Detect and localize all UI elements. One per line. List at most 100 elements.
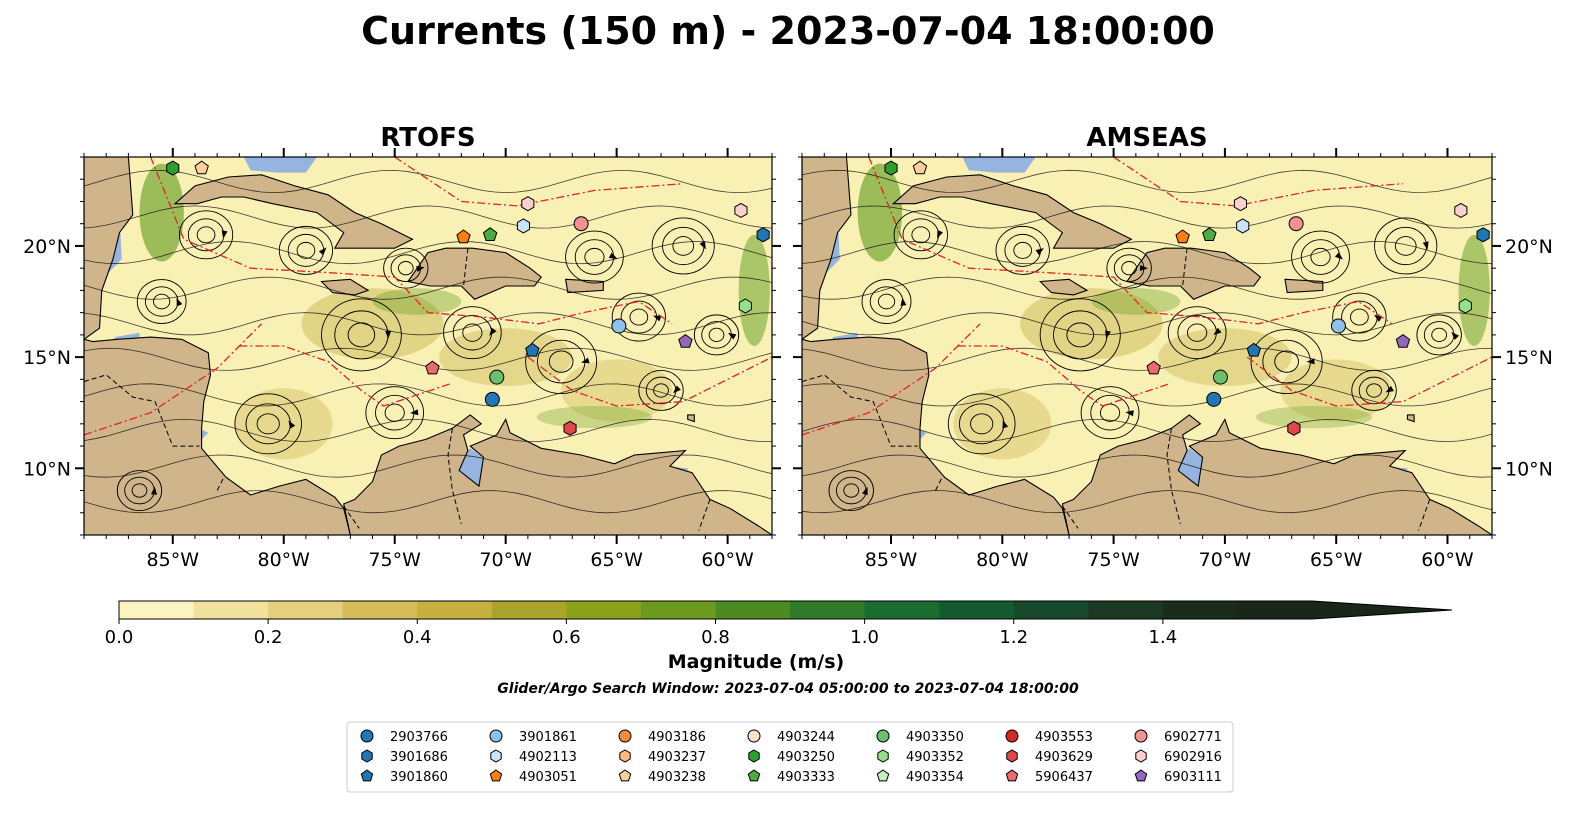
float-marker <box>678 333 693 348</box>
hispaniola-land <box>407 247 542 300</box>
float-marker <box>1454 202 1468 218</box>
legend-marker <box>748 749 760 763</box>
streamline-arrow <box>1139 264 1149 271</box>
eez-boundary <box>868 157 1393 325</box>
legend-entry: 4903350 <box>876 729 964 745</box>
streamline <box>296 241 316 259</box>
streamline <box>843 483 860 498</box>
legend-entry: 4903354 <box>876 769 964 785</box>
cuba-land <box>891 174 1133 249</box>
streamline-arrow <box>410 409 419 416</box>
country-border <box>1182 248 1188 287</box>
legend-label: 4903237 <box>648 750 706 765</box>
country-border <box>1166 428 1181 525</box>
legend-label: 6902771 <box>1164 730 1222 745</box>
y-tick-label: 10°N <box>23 458 71 480</box>
axes-amseas: 85°W 80°W 75°W 70°W 65°W 60°W 20°N 15°N 10°N <box>793 148 1553 571</box>
streamline <box>1350 308 1369 326</box>
float-marker <box>525 342 540 357</box>
streamline <box>548 350 574 373</box>
streamline <box>1274 350 1299 373</box>
magnitude-region <box>536 406 653 429</box>
streamline <box>116 470 163 511</box>
float-marker <box>194 160 209 175</box>
eez-boundary <box>1246 356 1492 407</box>
streamline <box>462 323 483 342</box>
streamline-arrow <box>1422 241 1429 250</box>
streamline-arrow <box>699 241 706 250</box>
float-marker <box>1212 369 1228 385</box>
colorbar-tick-label: 0.8 <box>701 627 730 648</box>
float-marker <box>734 202 748 218</box>
legend-marker <box>360 769 374 782</box>
jamaica-land <box>320 278 370 296</box>
streamline <box>1080 386 1140 440</box>
streamline <box>256 413 280 435</box>
legend-entry: 4903333 <box>747 769 835 785</box>
legend-entry: 4903250 <box>748 749 835 765</box>
float-marker <box>516 218 530 234</box>
x-tick-label: 85°W <box>865 549 918 571</box>
legend-entry: 4903237 <box>619 749 706 765</box>
float-marker <box>484 391 500 407</box>
streamline <box>802 347 1492 371</box>
x-tick-label: 65°W <box>1310 549 1363 571</box>
colorbar-tick-label: 0.4 <box>403 627 432 648</box>
colorbar-segment <box>119 601 195 619</box>
legend-marker <box>1005 729 1019 743</box>
streamline <box>1291 230 1350 284</box>
streamline <box>1374 217 1438 275</box>
country-border <box>1418 499 1431 531</box>
streamline <box>611 292 666 342</box>
streamline <box>1013 241 1033 259</box>
eez-boundary <box>1113 157 1404 207</box>
float-marker <box>1236 218 1250 234</box>
jamaica-land <box>1038 278 1089 296</box>
legend-marker <box>747 769 761 782</box>
legend-marker <box>877 749 889 763</box>
legend-entry: 6902916 <box>1135 749 1222 765</box>
legend-label: 3901861 <box>519 730 577 745</box>
legend-label: 6903111 <box>1164 770 1222 785</box>
x-tick-label: 60°W <box>1421 549 1474 571</box>
colorbar-segment <box>342 601 418 619</box>
colorbar-segment <box>790 601 866 619</box>
legend-marker <box>1134 729 1148 743</box>
streamline <box>178 210 234 260</box>
legend-label: 4903186 <box>648 730 706 745</box>
streamline <box>861 279 912 324</box>
float-marker <box>1476 227 1490 243</box>
streamline <box>525 329 598 395</box>
legend-entry: 4903238 <box>618 769 706 785</box>
streamline <box>995 225 1050 275</box>
legend-entry: 4903553 <box>1005 729 1093 745</box>
legend-label: 4903352 <box>906 750 964 765</box>
float-marker <box>1330 318 1346 334</box>
streamline-arrow <box>1035 248 1044 256</box>
legend-entry: 3901861 <box>489 729 577 745</box>
streamline-arrow <box>416 265 425 272</box>
float-marker <box>1206 391 1222 407</box>
streamline <box>877 293 896 310</box>
streamline-arrow <box>385 330 392 339</box>
legend-entry: 3901860 <box>360 769 448 785</box>
float-marker <box>738 298 752 314</box>
x-tick-label: 80°W <box>258 549 311 571</box>
magnitude-region <box>439 328 573 387</box>
x-tick-label: 70°W <box>479 549 532 571</box>
streamline <box>1099 403 1121 422</box>
x-tick-label: 60°W <box>701 549 754 571</box>
legend-label: 4903244 <box>777 730 835 745</box>
country-border <box>1061 505 1079 529</box>
streamline <box>802 276 1492 300</box>
central-america-land <box>84 336 351 535</box>
colorbar-segment <box>491 601 567 619</box>
streamline <box>153 293 171 310</box>
legend-label: 3901860 <box>390 770 448 785</box>
streamline-arrow <box>1306 358 1315 365</box>
streamline-arrow <box>1385 385 1394 393</box>
lesser-antilles-land <box>687 414 695 423</box>
streamline <box>1394 236 1417 256</box>
country-border <box>216 476 225 491</box>
florida-land <box>238 157 263 158</box>
